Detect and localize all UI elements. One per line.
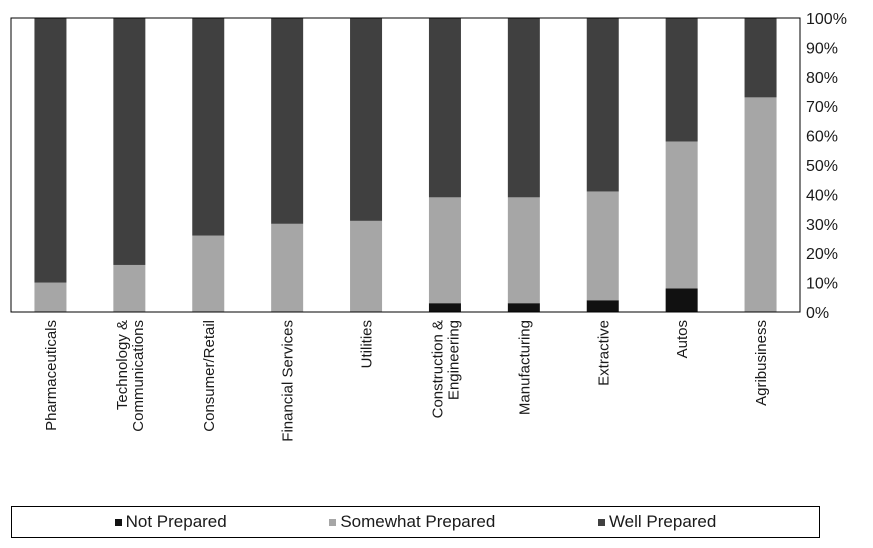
x-axis-category-labels: Pharmaceuticals Technology & Communication…: [43, 320, 770, 442]
y-tick-label: 0%: [806, 305, 829, 322]
y-tick-label: 30%: [806, 217, 838, 234]
x-category-label: Agribusiness: [753, 320, 770, 406]
bar-consumer-retail-somewhat-prepared: [192, 235, 225, 312]
y-tick-label: 60%: [806, 129, 838, 146]
y-tick-label: 90%: [806, 40, 838, 57]
bar-extractive-somewhat-prepared: [586, 191, 619, 301]
legend-label-well-prepared: Well Prepared: [608, 512, 717, 531]
x-category-label: Consumer/Retail: [201, 320, 218, 432]
x-category-label: Financial Services: [280, 320, 297, 442]
legend-label-not-prepared: Not Prepared: [125, 512, 227, 531]
legend-swatch-not-prepared: [114, 518, 122, 526]
x-category-label: Autos: [674, 320, 691, 358]
legend-swatch-well-prepared: [597, 518, 605, 526]
bar-construction-and-engineering-not-prepared: [428, 303, 461, 312]
y-tick-label: 40%: [806, 187, 838, 204]
bar-manufacturing-not-prepared: [507, 303, 540, 312]
bar-pharmaceuticals-well-prepared: [34, 18, 67, 283]
bar-agribusiness-somewhat-prepared: [744, 97, 777, 312]
plot-frame-layer: [10, 17, 801, 313]
legend-item-not-prepared: Not Prepared: [114, 512, 227, 532]
legend-item-well-prepared: Well Prepared: [597, 512, 717, 532]
bar-construction-and-engineering-somewhat-prepared: [428, 197, 461, 304]
bar-technology-and-communications-somewhat-prepared: [113, 264, 146, 312]
bar-extractive-well-prepared: [586, 18, 619, 192]
bar-utilities-somewhat-prepared: [350, 220, 383, 312]
bar-utilities-well-prepared: [350, 18, 383, 221]
bar-agribusiness-well-prepared: [744, 18, 777, 98]
plot-area-border: [10, 17, 801, 313]
legend-swatch-somewhat-prepared: [329, 518, 337, 526]
x-category-label: Communications: [130, 320, 147, 432]
x-category-label: Construction &: [429, 320, 446, 418]
legend-label-somewhat-prepared: Somewhat Prepared: [340, 512, 496, 531]
bar-autos-not-prepared: [665, 288, 698, 312]
legend: Not Prepared Somewhat Prepared Well Prep…: [11, 506, 820, 538]
x-category-label: Utilities: [359, 320, 376, 368]
bar-autos-well-prepared: [665, 18, 698, 142]
legend-item-somewhat-prepared: Somewhat Prepared: [329, 512, 495, 532]
bar-extractive-not-prepared: [586, 300, 619, 312]
y-tick-label: 10%: [806, 276, 838, 293]
bar-manufacturing-somewhat-prepared: [507, 197, 540, 304]
y-tick-label: 50%: [806, 158, 838, 175]
bar-financial-services-well-prepared: [271, 18, 304, 224]
bar-financial-services-somewhat-prepared: [271, 223, 304, 312]
y-tick-label: 100%: [806, 11, 847, 28]
bar-consumer-retail-well-prepared: [192, 18, 225, 236]
y-tick-label: 80%: [806, 70, 838, 87]
bar-technology-and-communications-well-prepared: [113, 18, 146, 265]
x-category-label: Pharmaceuticals: [43, 320, 60, 431]
bar-construction-and-engineering-well-prepared: [428, 18, 461, 198]
x-category-label: Manufacturing: [516, 320, 533, 415]
x-category-label: Technology &: [114, 320, 131, 410]
y-axis-ticks: 0% 10% 20% 30% 40% 50% 60% 70% 80% 90% 100%: [806, 11, 847, 322]
bars-layer: [34, 18, 777, 312]
bar-autos-somewhat-prepared: [665, 141, 698, 289]
y-tick-label: 20%: [806, 246, 838, 263]
y-tick-label: 70%: [806, 99, 838, 116]
x-category-label: Engineering: [445, 320, 462, 400]
x-category-label: Extractive: [595, 320, 612, 386]
bar-manufacturing-well-prepared: [507, 18, 540, 198]
bar-pharmaceuticals-somewhat-prepared: [34, 282, 67, 312]
